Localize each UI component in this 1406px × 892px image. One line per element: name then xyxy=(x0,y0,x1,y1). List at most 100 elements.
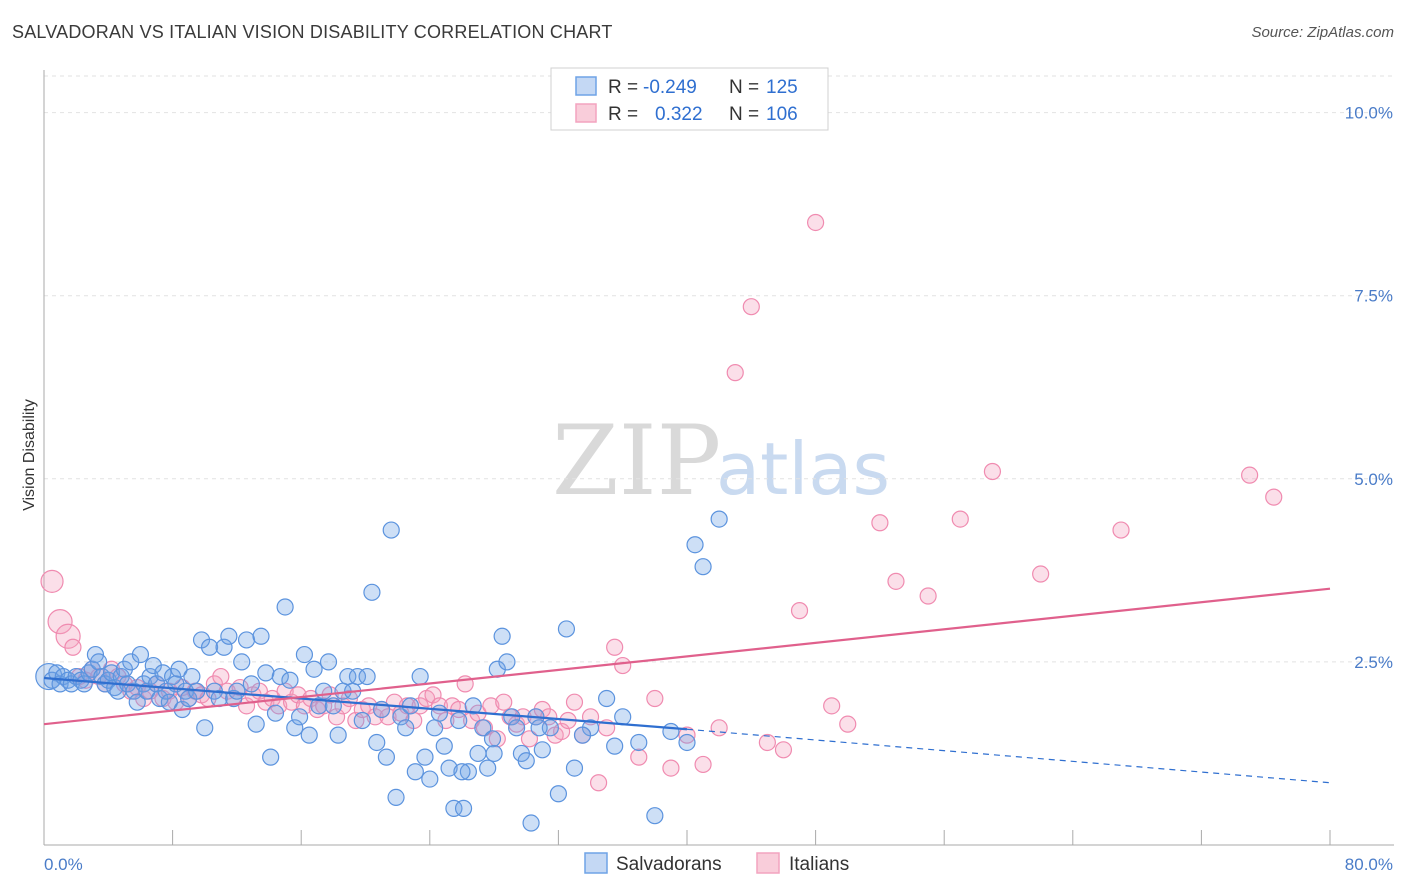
point-italians xyxy=(360,697,378,715)
point-salvadorans xyxy=(290,708,309,726)
bottom-legend-swatch-italians xyxy=(756,852,780,874)
point-salvadorans xyxy=(614,708,632,726)
point-salvadorans xyxy=(247,715,265,733)
watermark-zip: ZIP xyxy=(552,405,721,517)
point-salvadorans xyxy=(483,730,502,748)
point-salvadorans xyxy=(382,521,400,539)
point-italians xyxy=(64,638,82,656)
point-salvadorans xyxy=(508,719,526,737)
point-salvadorans xyxy=(128,693,146,711)
y-tick-label: 7.5% xyxy=(1354,287,1393,306)
point-salvadorans xyxy=(252,627,270,645)
point-salvadorans xyxy=(392,708,410,726)
point-salvadorans xyxy=(573,726,592,744)
point-italians xyxy=(327,708,346,726)
point-italians xyxy=(565,693,584,711)
point-salvadorans xyxy=(445,799,463,817)
point-salvadorans xyxy=(662,722,680,741)
point-salvadorans xyxy=(411,667,429,686)
legend-box: R = -0.249 N = 125 R = 0.322 N = 106 xyxy=(550,67,829,131)
legend-frame xyxy=(550,67,829,131)
legend-swatch-blue xyxy=(575,76,597,96)
point-salvadorans xyxy=(300,726,318,744)
point-salvadorans xyxy=(319,653,338,671)
y-tick-label: 2.5% xyxy=(1354,653,1393,672)
bottom-legend: Salvadorans Italians xyxy=(584,852,849,875)
point-italians xyxy=(951,510,969,528)
legend-n-label-1: N = xyxy=(729,104,759,125)
bottom-legend-swatch-salvadorans xyxy=(584,852,608,874)
point-salvadorans xyxy=(485,744,503,763)
point-salvadorans xyxy=(200,638,219,656)
point-italians xyxy=(678,726,696,744)
point-italians xyxy=(212,667,230,686)
point-salvadorans xyxy=(154,664,172,682)
point-italians xyxy=(55,623,81,649)
bottom-legend-label-salvadorans: Salvadorans xyxy=(616,854,722,875)
point-salvadorans xyxy=(406,763,424,781)
point-salvadorans xyxy=(557,620,576,638)
point-italians xyxy=(919,587,937,605)
legend-swatch-pink xyxy=(575,103,597,123)
point-salvadorans xyxy=(183,667,201,686)
legend-r-value-0: -0.249 xyxy=(643,77,697,98)
point-salvadorans xyxy=(430,704,449,722)
y-tick-labels: 2.5% 5.0% 7.5% 10.0% xyxy=(1345,104,1393,672)
point-salvadorans xyxy=(271,667,289,686)
point-italians xyxy=(553,722,571,741)
source-label: Source: ZipAtlas.com xyxy=(1251,24,1394,41)
legend-r-value-1: 0.322 xyxy=(655,104,703,125)
point-salvadorans xyxy=(469,744,487,763)
point-salvadorans xyxy=(315,682,333,700)
trend-line-salvadorans-extension xyxy=(686,728,1331,784)
point-salvadorans xyxy=(686,536,704,554)
point-salvadorans xyxy=(215,638,233,656)
point-italians xyxy=(606,638,624,656)
point-salvadorans xyxy=(262,748,280,766)
point-salvadorans xyxy=(533,741,551,759)
bottom-legend-label-italians: Italians xyxy=(789,854,849,875)
point-salvadorans xyxy=(276,598,294,616)
point-salvadorans xyxy=(237,631,256,649)
point-salvadorans xyxy=(710,510,728,528)
legend-r-label-1: R = xyxy=(608,104,638,125)
point-salvadorans xyxy=(257,664,275,682)
point-italians xyxy=(662,759,680,777)
point-salvadorans xyxy=(102,664,121,682)
point-salvadorans xyxy=(450,711,468,730)
point-salvadorans xyxy=(90,653,108,671)
series-salvadorans-points xyxy=(35,510,728,832)
point-salvadorans xyxy=(416,748,434,766)
point-italians xyxy=(839,715,857,733)
point-salvadorans xyxy=(453,763,471,781)
y-axis-label: Vision Disability xyxy=(21,399,38,511)
point-salvadorans xyxy=(474,719,492,737)
point-italians xyxy=(315,697,333,715)
point-salvadorans xyxy=(426,719,444,737)
point-italians xyxy=(758,733,776,752)
point-italians xyxy=(823,697,841,715)
point-italians xyxy=(871,514,889,532)
point-salvadorans xyxy=(565,759,584,777)
point-italians xyxy=(694,755,712,774)
point-italians xyxy=(424,686,442,704)
point-italians xyxy=(1032,565,1050,583)
point-salvadorans xyxy=(646,807,664,825)
point-salvadorans xyxy=(348,667,367,686)
point-italians xyxy=(646,689,664,708)
point-salvadorans xyxy=(454,799,473,817)
point-italians xyxy=(40,569,64,593)
point-salvadorans xyxy=(233,653,251,671)
y-tick-label: 10.0% xyxy=(1345,104,1393,123)
point-salvadorans xyxy=(435,737,453,755)
trend-line-salvadorans xyxy=(43,676,688,731)
point-salvadorans xyxy=(522,814,540,832)
point-salvadorans xyxy=(493,627,511,645)
point-italians xyxy=(630,748,648,766)
trend-line-italians xyxy=(43,587,1331,726)
point-salvadorans xyxy=(517,752,535,770)
point-italians xyxy=(1112,521,1130,539)
series-italians-points xyxy=(40,213,1283,792)
point-salvadorans xyxy=(630,733,648,752)
